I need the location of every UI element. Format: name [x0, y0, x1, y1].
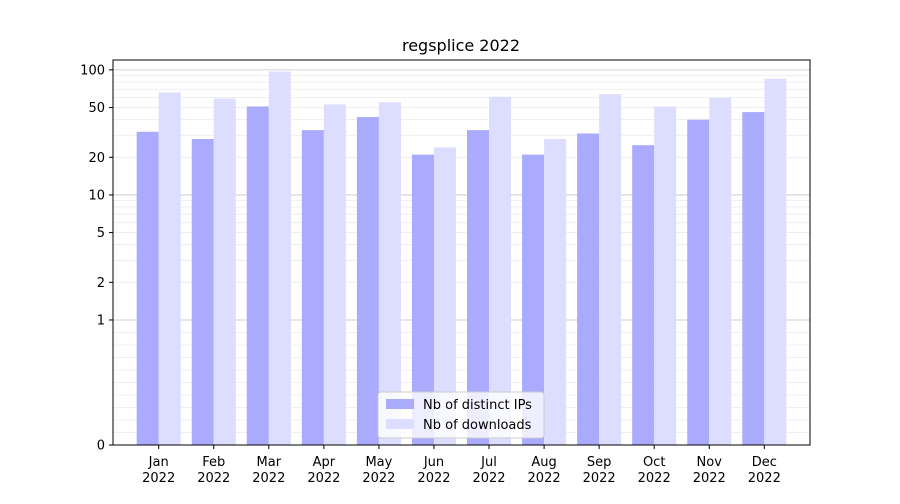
bar [764, 78, 787, 445]
bar [191, 139, 214, 445]
bar [654, 106, 677, 445]
bar [742, 112, 765, 445]
x-tick-label: May 2022 [362, 455, 395, 486]
bar [246, 106, 269, 445]
bar [136, 131, 159, 445]
bar [356, 117, 379, 445]
legend: Nb of distinct IPs Nb of downloads [377, 391, 545, 439]
legend-label: Nb of distinct IPs [423, 398, 532, 413]
bar-layer [136, 71, 787, 446]
x-tick-label: Nov 2022 [693, 455, 726, 486]
bar [268, 71, 291, 445]
bar [323, 104, 346, 445]
y-tick-label: 5 [97, 226, 105, 241]
legend-box [377, 391, 545, 439]
axis-layer: 0 1 2 5 10 20 50 100 Jan 2022 Feb 2022 Mar 2022 Apr 202… [80, 59, 811, 486]
y-tick-label: 10 [88, 188, 105, 203]
bar [158, 92, 181, 446]
legend-swatch [386, 419, 414, 429]
bar [213, 98, 236, 446]
bar [433, 147, 456, 446]
bar [544, 139, 567, 445]
bar [467, 130, 490, 445]
x-tick-label: Jan 2022 [142, 455, 175, 486]
x-tick-label: Oct 2022 [638, 455, 671, 486]
chart-title: regsplice 2022 [402, 36, 520, 55]
y-tick-label: 0 [97, 439, 105, 454]
y-tick-label: 20 [88, 151, 105, 166]
x-tick-label: Jul 2022 [472, 455, 505, 486]
bar [632, 145, 655, 445]
bar [489, 96, 512, 445]
bar [522, 154, 545, 446]
x-tick-label: Aug 2022 [528, 455, 561, 486]
x-tick-label: Apr 2022 [307, 455, 340, 486]
bar [301, 130, 324, 445]
y-tick-label: 2 [97, 276, 105, 291]
bar [577, 133, 600, 445]
x-tick-label: Feb 2022 [197, 455, 230, 486]
x-tick-label: Mar 2022 [252, 455, 285, 486]
plot-frame [112, 59, 811, 446]
y-tick-label: 50 [88, 101, 105, 116]
bar [411, 154, 434, 446]
bar [709, 97, 732, 445]
bar [378, 102, 401, 445]
y-tick-label: 1 [97, 313, 105, 328]
bar [687, 119, 710, 446]
x-tick-label: Dec 2022 [748, 455, 781, 486]
legend-swatch [386, 399, 414, 409]
legend-label: Nb of downloads [423, 418, 532, 433]
x-tick-label: Sep 2022 [583, 455, 616, 486]
y-tick-label: 100 [80, 63, 105, 78]
x-tick-label: Jun 2022 [417, 455, 450, 486]
bar [599, 94, 622, 446]
